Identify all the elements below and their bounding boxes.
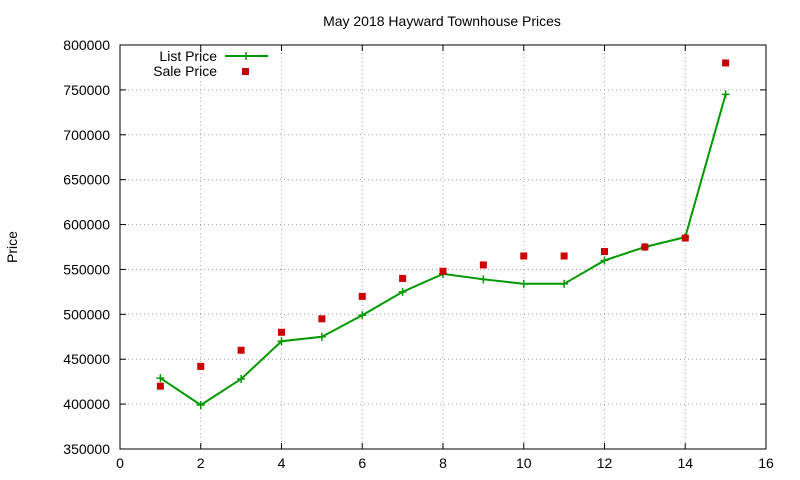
list-price-point bbox=[317, 332, 326, 341]
x-tick-label: 8 bbox=[439, 455, 447, 471]
list-price-point bbox=[479, 275, 488, 284]
y-axis-label: Price bbox=[4, 231, 20, 263]
plot-frame bbox=[119, 44, 767, 450]
sale-price-point bbox=[318, 315, 326, 323]
sale-price-point bbox=[439, 267, 447, 275]
legend-label-sale-price: Sale Price bbox=[153, 63, 217, 79]
y-tick-label: 450000 bbox=[63, 351, 110, 367]
x-tick-label: 6 bbox=[358, 455, 366, 471]
sale-price-point bbox=[156, 382, 164, 390]
y-tick-label: 700000 bbox=[63, 127, 110, 143]
x-tick-labels: 0 2 4 6 8 10 12 14 16 bbox=[116, 455, 774, 471]
y-tick-label: 500000 bbox=[63, 306, 110, 322]
y-tick-label: 400000 bbox=[63, 396, 110, 412]
sale-price-point bbox=[399, 274, 407, 282]
sale-price-point bbox=[520, 252, 528, 260]
x-tick-label: 0 bbox=[116, 455, 124, 471]
x-tick-label: 2 bbox=[197, 455, 205, 471]
legend-label-list-price: List Price bbox=[159, 48, 217, 64]
x-tick-label: 12 bbox=[597, 455, 613, 471]
x-tick-label: 16 bbox=[758, 455, 774, 471]
legend-marker-list-price bbox=[242, 52, 250, 60]
y-tick-labels: 350000 400000 450000 500000 550000 600000 6500… bbox=[63, 37, 110, 457]
sale-price-point bbox=[479, 261, 487, 269]
list-price-point bbox=[277, 337, 286, 346]
x-tick-label: 10 bbox=[516, 455, 532, 471]
list-price-point bbox=[600, 256, 609, 265]
data-series bbox=[156, 59, 730, 410]
sale-price-point bbox=[641, 243, 649, 251]
x-tick-label: 4 bbox=[278, 455, 286, 471]
sale-price-point bbox=[601, 247, 608, 255]
legend: List Price Sale Price bbox=[153, 48, 268, 79]
list-price-point bbox=[358, 311, 367, 320]
list-price-point bbox=[721, 90, 730, 99]
y-tick-label: 750000 bbox=[63, 82, 110, 98]
list-price-point bbox=[560, 279, 569, 288]
sale-price-point bbox=[722, 59, 730, 67]
legend-marker-sale-price bbox=[242, 68, 249, 75]
sale-price-point bbox=[237, 346, 245, 354]
sale-price-point bbox=[681, 234, 689, 242]
y-tick-label: 600000 bbox=[63, 217, 110, 233]
list-price-point bbox=[196, 401, 205, 410]
y-tick-label: 550000 bbox=[63, 261, 110, 277]
y-tick-label: 350000 bbox=[63, 441, 110, 457]
sale-price-point bbox=[278, 328, 285, 336]
y-tick-label: 650000 bbox=[63, 172, 110, 188]
list-price-point bbox=[237, 374, 246, 383]
sale-price-point bbox=[358, 292, 366, 300]
y-tick-label: 800000 bbox=[63, 37, 110, 53]
sale-price-point bbox=[197, 362, 205, 370]
sale-price-point bbox=[560, 252, 568, 260]
list-price-point bbox=[398, 287, 407, 296]
grid bbox=[120, 45, 766, 449]
list-price-point bbox=[156, 374, 165, 383]
x-tick-label: 14 bbox=[677, 455, 693, 471]
chart-title: May 2018 Hayward Townhouse Prices bbox=[323, 13, 561, 29]
list-price-point bbox=[519, 279, 528, 288]
